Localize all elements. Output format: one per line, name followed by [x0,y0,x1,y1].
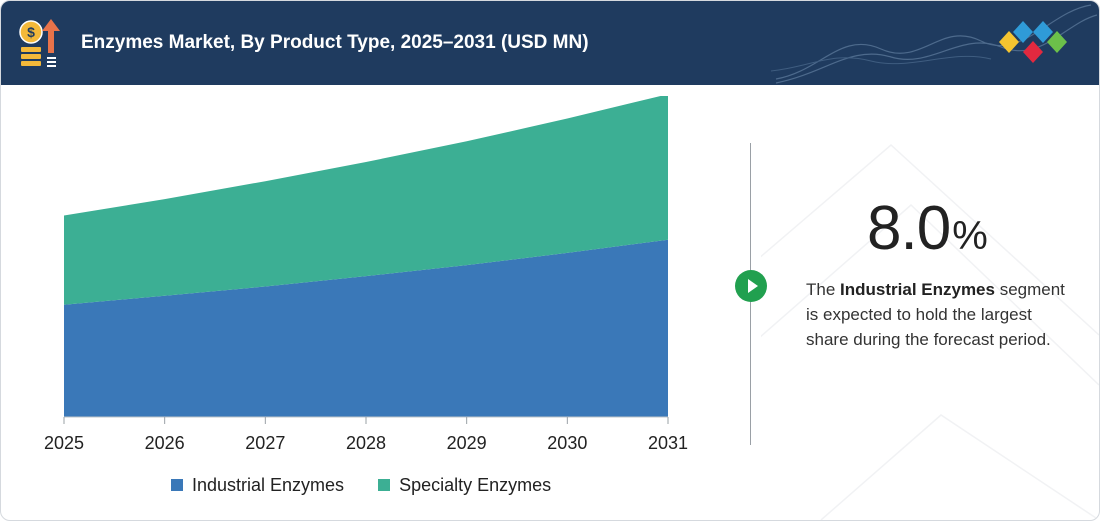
svg-text:$: $ [27,24,35,40]
x-tick-label: 2025 [44,433,84,453]
money-growth-icon: $ [19,19,60,67]
desc-suffix: segment is expected to hold the largest … [806,280,1065,349]
x-tick-label: 2031 [648,433,688,453]
stacked-area-chart: 2025 2026 2027 2028 2029 2030 2031 [44,96,688,453]
cagr-value: 8.0 [867,194,951,263]
legend-swatch-industrial [171,479,183,491]
area-series-industrial-enzymes [64,239,668,417]
x-tick-label: 2030 [547,433,587,453]
legend-swatch-specialty [378,479,391,491]
area-series-specialty-enzymes [64,96,668,305]
x-tick-label: 2028 [346,433,386,453]
x-tick-label: 2027 [245,433,285,453]
desc-prefix: The [806,280,841,299]
desc-highlight: Industrial Enzymes [840,280,995,299]
x-tick-label: 2029 [447,433,487,453]
cagr-stat: 8.0% [867,193,988,263]
diamond-logo-icon [999,21,1067,63]
legend-item-specialty: Specialty Enzymes [378,475,551,496]
legend-label-industrial: Industrial Enzymes [192,474,345,495]
legend-item-industrial: Industrial Enzymes [171,475,344,496]
page-title: Enzymes Market, By Product Type, 2025–20… [81,32,589,53]
stat-description: The Industrial Enzymes segment is expect… [806,277,1076,352]
legend-label-specialty: Specialty Enzymes [399,474,552,495]
chart-legend: Industrial Enzymes Specialty Enzymes [171,473,551,497]
header-bar: $ Enzymes Market, By Product Type, 2025–… [1,1,1099,85]
background-line-decoration [761,143,1099,520]
cagr-unit: % [952,214,988,258]
play-icon [735,270,767,302]
x-tick-label: 2026 [145,433,185,453]
